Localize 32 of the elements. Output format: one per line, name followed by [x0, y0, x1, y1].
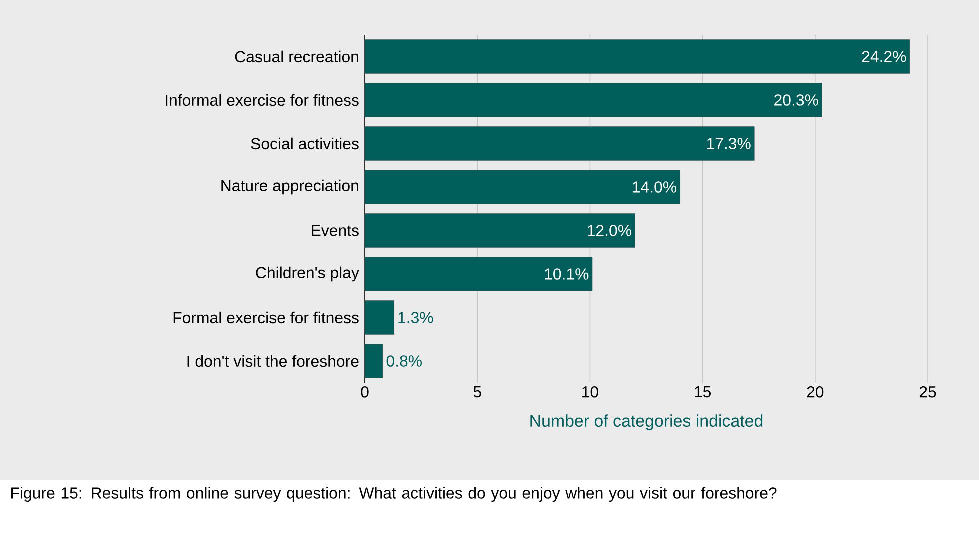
x-tick-label: 20 [807, 386, 824, 398]
bar [364, 126, 755, 161]
x-tick-label: 25 [920, 386, 936, 398]
bar [364, 300, 394, 335]
data-label: 1.3% [398, 312, 434, 324]
bar [364, 214, 636, 248]
data-label: 0.8% [386, 356, 422, 367]
y-tick-label: Informal exercise for fitness [166, 94, 359, 106]
bar [364, 170, 680, 204]
y-tick-label: Social activities [251, 138, 359, 150]
data-label: 20.3% [774, 94, 818, 106]
x-axis-title: Number of categories indicated [530, 414, 763, 430]
bar [364, 344, 384, 378]
data-label: 12.0% [588, 225, 632, 236]
y-tick-label: Casual recreation [235, 50, 358, 63]
bar [364, 83, 822, 118]
x-tick-label: 15 [695, 386, 711, 398]
y-tick-label: I don't visit the foreshore [188, 355, 359, 368]
y-tick-label: Children's play [256, 266, 360, 282]
data-label: 14.0% [633, 182, 677, 193]
bar [364, 40, 910, 74]
data-label: 24.2% [862, 51, 906, 62]
data-label: 10.1% [545, 268, 589, 280]
caption: Figure 15: Results from online survey question: What activities do you enjoy when you visit our foreshore? [12, 487, 777, 502]
bar [364, 257, 593, 292]
data-label: 17.3% [707, 138, 751, 150]
y-tick-label: Formal exercise for fitness [174, 312, 359, 324]
x-tick-label: 0 [361, 386, 369, 398]
x-tick-label: 10 [582, 386, 598, 398]
x-tick-label: 5 [474, 386, 482, 398]
y-tick-label: Nature appreciation [222, 180, 358, 195]
y-tick-label: Events [312, 225, 359, 236]
